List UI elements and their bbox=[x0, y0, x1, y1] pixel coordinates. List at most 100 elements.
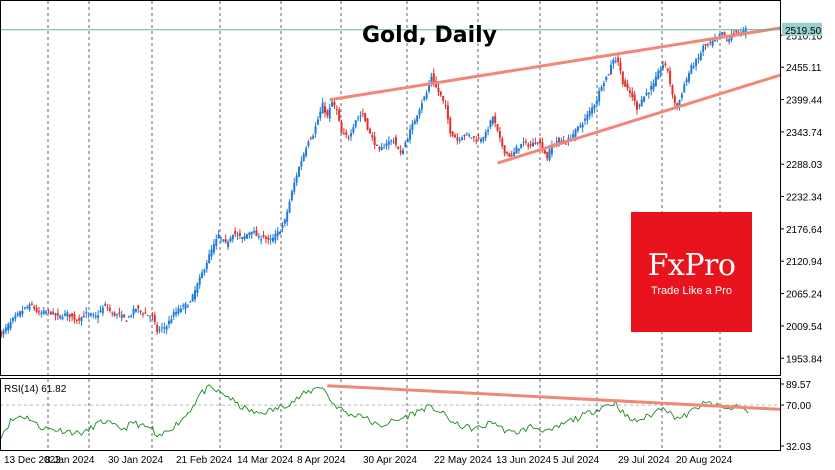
candle-body bbox=[319, 111, 322, 119]
candle-body bbox=[430, 76, 433, 82]
candle-body bbox=[463, 135, 466, 137]
candle-body bbox=[626, 83, 629, 89]
candle-body bbox=[300, 160, 303, 167]
candle-body bbox=[4, 327, 7, 332]
candle-body bbox=[250, 231, 253, 235]
candle-body bbox=[12, 317, 14, 321]
candle-body bbox=[409, 129, 412, 140]
candle-body bbox=[205, 262, 208, 270]
rsi-panel-border bbox=[0, 378, 781, 451]
candle-body bbox=[312, 135, 315, 139]
candle-body bbox=[404, 142, 407, 147]
candle-body bbox=[342, 133, 345, 135]
candle-body bbox=[359, 115, 362, 117]
candle-body bbox=[222, 239, 225, 242]
candle-body bbox=[160, 327, 163, 329]
candle-body bbox=[16, 313, 19, 316]
candle-body bbox=[546, 151, 549, 159]
candle-body bbox=[38, 311, 40, 313]
candle-body bbox=[506, 152, 508, 154]
y-tick-label: 2343.74 bbox=[786, 128, 823, 139]
candle-body bbox=[64, 313, 66, 316]
candle-body bbox=[399, 150, 402, 153]
candle-body bbox=[75, 319, 78, 321]
candle-body bbox=[574, 129, 577, 137]
candle-body bbox=[669, 70, 672, 84]
candle-body bbox=[170, 319, 173, 324]
y-tick-label: 1953.84 bbox=[786, 354, 823, 365]
candle-body bbox=[586, 114, 589, 121]
candle-body bbox=[132, 308, 135, 315]
candle-body bbox=[142, 313, 144, 315]
candle-body bbox=[704, 44, 707, 46]
candle-body bbox=[264, 236, 267, 239]
current-price-badge bbox=[782, 22, 822, 36]
candle-body bbox=[97, 315, 100, 319]
candle-body bbox=[184, 303, 187, 310]
candle-body bbox=[139, 311, 142, 313]
candle-body bbox=[220, 237, 222, 239]
rsi-y-tick-label: 89.57 bbox=[786, 380, 811, 391]
candle-body bbox=[456, 137, 459, 141]
candle-body bbox=[600, 86, 603, 91]
candle-body bbox=[47, 309, 50, 311]
candle-body bbox=[742, 30, 745, 33]
candle-body bbox=[482, 137, 485, 141]
candle-body bbox=[364, 112, 367, 121]
candle-body bbox=[647, 92, 650, 95]
candle-body bbox=[520, 143, 523, 149]
price-panel-border bbox=[0, 0, 781, 376]
candle-body bbox=[522, 141, 525, 143]
candle-body bbox=[725, 39, 728, 41]
y-tick-label: 2288.03 bbox=[786, 160, 823, 171]
candle-body bbox=[638, 105, 641, 107]
candle-body bbox=[227, 241, 230, 248]
candle-body bbox=[19, 311, 22, 317]
candle-body bbox=[274, 233, 277, 241]
candle-body bbox=[316, 119, 319, 125]
candle-body bbox=[645, 93, 648, 96]
candle-body bbox=[548, 149, 551, 161]
candle-body bbox=[617, 57, 620, 63]
candle-body bbox=[30, 303, 33, 305]
x-tick-label: 20 Aug 2024 bbox=[676, 455, 733, 466]
candle-body bbox=[194, 290, 196, 300]
x-tick-label: 30 Jan 2024 bbox=[108, 455, 163, 466]
candle-body bbox=[21, 310, 24, 315]
candle-body bbox=[437, 87, 440, 93]
candle-body bbox=[198, 277, 201, 285]
candle-body bbox=[737, 32, 740, 34]
candle-body bbox=[208, 254, 211, 264]
x-tick-label: 22 May 2024 bbox=[434, 455, 492, 466]
candle-body bbox=[699, 53, 702, 60]
candle-body bbox=[461, 137, 464, 141]
candle-body bbox=[650, 86, 653, 91]
candle-body bbox=[80, 316, 83, 322]
candle-body bbox=[0, 331, 3, 337]
candle-body bbox=[203, 269, 206, 273]
candle-body bbox=[406, 138, 409, 142]
candle-body bbox=[503, 145, 506, 154]
candle-body bbox=[189, 301, 192, 303]
candle-body bbox=[361, 113, 364, 115]
x-tick-label: 14 Mar 2024 bbox=[237, 455, 294, 466]
candle-body bbox=[527, 144, 530, 147]
candle-body bbox=[120, 314, 123, 318]
candle-body bbox=[425, 93, 428, 99]
candle-body bbox=[652, 83, 655, 90]
candle-body bbox=[593, 104, 596, 109]
candle-body bbox=[175, 311, 178, 315]
candle-body bbox=[333, 102, 336, 106]
candle-body bbox=[572, 134, 575, 138]
candle-body bbox=[688, 73, 690, 82]
candle-body bbox=[144, 312, 147, 314]
candle-body bbox=[14, 315, 17, 319]
candle-body bbox=[529, 144, 532, 146]
candle-body bbox=[690, 65, 693, 74]
candle-body bbox=[480, 139, 482, 142]
candle-body bbox=[224, 239, 227, 243]
x-tick-label: 5 Jul 2024 bbox=[553, 455, 600, 466]
candle-body bbox=[151, 314, 154, 316]
candle-body bbox=[470, 137, 473, 139]
candle-body bbox=[628, 90, 631, 93]
